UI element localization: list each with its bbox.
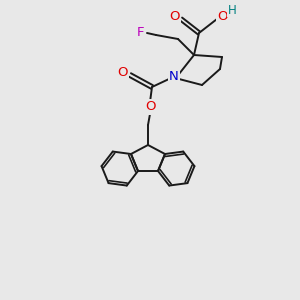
Text: F: F	[136, 26, 144, 40]
Text: O: O	[145, 100, 155, 113]
Text: H: H	[228, 4, 236, 16]
Text: O: O	[118, 67, 128, 80]
Text: O: O	[170, 10, 180, 22]
Text: N: N	[169, 70, 179, 83]
Text: O: O	[217, 11, 227, 23]
